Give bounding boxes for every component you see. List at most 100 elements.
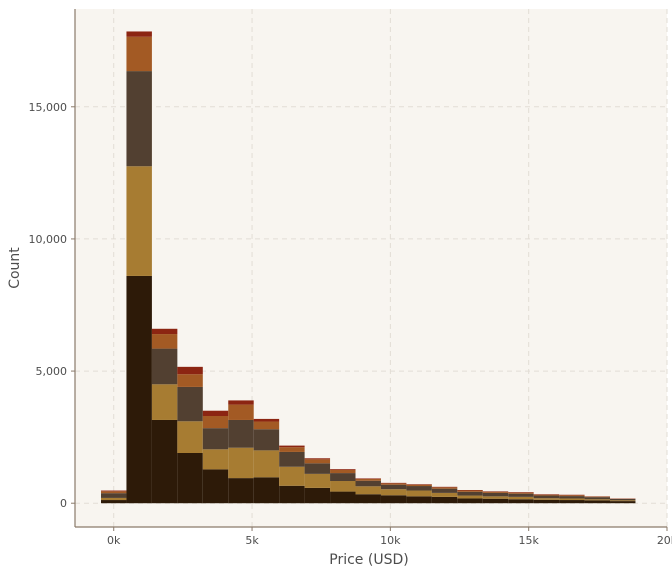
- bar-segment-bin14-series0: [457, 498, 483, 504]
- x-tick-label-1: 5k: [245, 534, 259, 547]
- bar-segment-bin13-series2: [431, 488, 458, 493]
- bar-segment-bin17-series0: [533, 499, 560, 504]
- bar-segment-bin13-series1: [431, 492, 458, 497]
- bar-segment-bin0-series4: [101, 490, 127, 492]
- bar-segment-bin16-series1: [508, 496, 534, 500]
- bar-segment-bin11-series4: [380, 482, 407, 484]
- bar-segment-bin17-series4: [533, 494, 560, 495]
- bar-segment-bin15-series4: [482, 491, 509, 492]
- bar-segment-bin12-series4: [406, 484, 432, 485]
- bar-segment-bin20-series1: [610, 500, 636, 502]
- y-tick-label-0: 0: [60, 497, 67, 510]
- bar-segment-bin15-series0: [482, 498, 509, 504]
- x-axis-ticks: 0k 5k 10k 15k 20k: [107, 527, 672, 547]
- bar-segment-bin14-series3: [457, 490, 483, 492]
- bar-segment-bin0-series3: [101, 491, 127, 494]
- bar-segment-bin2-series0: [151, 419, 178, 504]
- bar-segment-bin6-series0: [253, 477, 280, 504]
- bar-segment-bin5-series1: [228, 447, 254, 479]
- y-axis-title: Count: [7, 247, 23, 289]
- bar-segment-bin11-series3: [380, 483, 407, 485]
- bar-segment-bin8-series3: [304, 459, 331, 464]
- bar-segment-bin10-series2: [355, 480, 381, 487]
- bar-segment-bin12-series2: [406, 486, 432, 491]
- bar-segment-bin9-series1: [330, 481, 356, 492]
- bar-segment-bin3-series4: [177, 366, 203, 375]
- bar-segment-bin0-series2: [101, 493, 127, 498]
- bar-segment-bin4-series1: [202, 449, 229, 470]
- bar-segment-bin6-series3: [253, 421, 280, 430]
- bar-segment-bin18-series3: [559, 495, 585, 497]
- bar-segment-bin7-series0: [279, 485, 305, 504]
- bar-segment-bin7-series4: [279, 445, 305, 448]
- bar-segment-bin10-series4: [355, 478, 381, 479]
- bar-segment-bin19-series2: [584, 497, 611, 500]
- bar-segment-bin13-series0: [431, 496, 458, 504]
- bar-segment-bin2-series4: [151, 328, 178, 335]
- bar-segment-bin3-series1: [177, 421, 203, 453]
- bar-segment-bin10-series0: [355, 494, 381, 504]
- bar-segment-bin17-series2: [533, 495, 560, 499]
- bar-segment-bin18-series2: [559, 496, 585, 499]
- bar-segment-bin12-series0: [406, 496, 432, 504]
- bar-segment-bin0-series0: [101, 500, 127, 504]
- bar-segment-bin4-series2: [202, 428, 229, 450]
- bar-segment-bin13-series3: [431, 487, 458, 489]
- x-tick-label-0: 0k: [107, 534, 121, 547]
- y-tick-label-2: 10,000: [29, 233, 68, 246]
- bar-segment-bin8-series0: [304, 487, 331, 504]
- bar-segment-bin4-series0: [202, 469, 229, 504]
- bar-segment-bin2-series2: [151, 348, 178, 385]
- bar-segment-bin20-series2: [610, 498, 636, 501]
- bar-segment-bin7-series2: [279, 451, 305, 467]
- bar-segment-bin8-series4: [304, 458, 331, 460]
- bar-segment-bin3-series3: [177, 374, 203, 387]
- bar-segment-bin6-series4: [253, 418, 280, 422]
- bar-segment-bin17-series1: [533, 498, 560, 500]
- x-tick-label-3: 15k: [518, 534, 539, 547]
- bar-segment-bin5-series3: [228, 404, 254, 420]
- bar-segment-bin5-series4: [228, 400, 254, 405]
- y-tick-label-1: 5,000: [36, 365, 68, 378]
- bar-segment-bin14-series1: [457, 495, 483, 499]
- bar-segment-bin1-series4: [126, 31, 152, 37]
- bar-segment-bin18-series1: [559, 498, 585, 501]
- x-tick-label-4: 20k: [657, 534, 672, 547]
- bar-segment-bin6-series1: [253, 450, 280, 478]
- bar-segment-bin16-series0: [508, 499, 534, 504]
- bar-segment-bin5-series2: [228, 419, 254, 448]
- bar-segment-bin16-series2: [508, 493, 534, 497]
- bar-segment-bin14-series2: [457, 491, 483, 496]
- y-tick-label-3: 15,000: [29, 101, 68, 114]
- bar-segment-bin1-series2: [126, 71, 152, 167]
- bar-segment-bin4-series4: [202, 410, 229, 416]
- x-tick-label-2: 10k: [380, 534, 401, 547]
- bar-segment-bin3-series2: [177, 386, 203, 422]
- bar-segment-bin1-series1: [126, 166, 152, 276]
- bar-segment-bin18-series0: [559, 500, 585, 504]
- bar-segment-bin1-series0: [126, 275, 152, 504]
- bar-segment-bin20-series0: [610, 501, 636, 504]
- bar-segment-bin10-series3: [355, 478, 381, 481]
- bar-segment-bin0-series1: [101, 497, 127, 501]
- y-axis-ticks: 0 5,000 10,000 15,000: [29, 101, 75, 510]
- bar-segment-bin12-series1: [406, 490, 432, 497]
- histogram-bars: [101, 31, 636, 504]
- bar-segment-bin2-series3: [151, 334, 178, 349]
- bar-segment-bin15-series2: [482, 492, 509, 497]
- bar-segment-bin19-series0: [584, 500, 611, 504]
- bar-segment-bin5-series0: [228, 478, 254, 504]
- bar-segment-bin4-series3: [202, 416, 229, 429]
- bar-segment-bin10-series1: [355, 486, 381, 495]
- bar-segment-bin7-series1: [279, 466, 305, 486]
- bar-segment-bin11-series2: [380, 484, 407, 490]
- bar-segment-bin2-series1: [151, 384, 178, 420]
- bar-segment-bin13-series4: [431, 486, 458, 488]
- bar-segment-bin12-series3: [406, 484, 432, 487]
- bar-segment-bin15-series1: [482, 496, 509, 499]
- bar-segment-bin15-series3: [482, 491, 509, 493]
- bar-segment-bin1-series3: [126, 36, 152, 72]
- x-axis-title: Price (USD): [329, 552, 408, 568]
- bar-segment-bin16-series4: [508, 492, 534, 493]
